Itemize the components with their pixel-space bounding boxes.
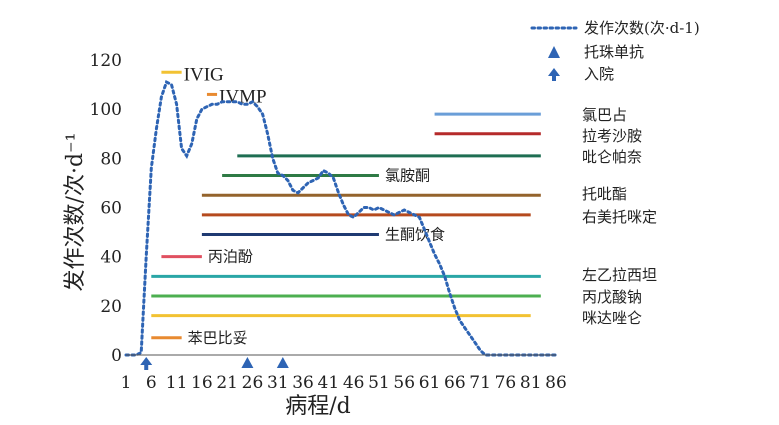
y-tick-label: 0 [111, 346, 122, 366]
tocilizumab-triangle-marker [276, 357, 289, 368]
x-tick-label: 16 [191, 373, 213, 393]
x-tick-label: 46 [343, 373, 365, 393]
drug-label: 氯巴占 [582, 106, 627, 124]
y-tick-label: 80 [100, 149, 122, 169]
series-layer [124, 79, 558, 357]
y-axis-label: 发作次数/次·d⁻¹ [63, 133, 88, 292]
x-tick-label: 76 [495, 373, 517, 393]
drug-label: 生酮饮食 [385, 226, 445, 244]
drug-label: 丙戊酸钠 [582, 288, 642, 306]
x-tick-label: 41 [318, 373, 340, 393]
x-tick-label: 26 [242, 373, 264, 393]
drug-label: 右美托咪定 [582, 208, 657, 226]
x-tick-label: 11 [166, 373, 188, 393]
axes-layer: 发作次数/次·d⁻¹ 病程/d [63, 133, 556, 419]
x-tick-label: 56 [393, 373, 415, 393]
x-tick-label: 31 [267, 373, 289, 393]
x-axis-label: 病程/d [285, 394, 351, 419]
x-tick-label: 81 [520, 373, 542, 393]
x-tick-label: 66 [444, 373, 466, 393]
x-tick-label: 21 [216, 373, 238, 393]
drug-label: 丙泊酚 [208, 248, 253, 266]
y-tick-label: 100 [90, 100, 122, 120]
legend-arrow-swatch [548, 68, 560, 81]
drug-label: 咪达唑仑 [582, 309, 642, 327]
legend-entry-label: 托珠单抗 [584, 43, 644, 61]
y-tick-label: 20 [100, 297, 122, 317]
drug-label: 拉考沙胺 [582, 127, 642, 145]
drug-label: 吡仑帕奈 [582, 148, 642, 166]
drug-label: 苯巴比妥 [188, 329, 248, 347]
drug-label: 左乙拉西坦 [582, 266, 657, 284]
y-tick-label: 120 [90, 51, 122, 71]
legend-entry-label: 发作次数(次·d-1) [584, 19, 700, 37]
seizure-frequency-line [124, 79, 558, 357]
drug-label: IVMP [219, 86, 267, 107]
x-tick-label: 86 [545, 373, 567, 393]
admission-arrow-marker [140, 357, 153, 370]
drug-label: IVIG [184, 64, 224, 85]
drug-label: 氯胺酮 [385, 167, 430, 185]
x-tick-label: 6 [146, 373, 157, 393]
legend-triangle-swatch [548, 46, 560, 58]
y-tick-label: 40 [100, 248, 122, 268]
tick-layer: 1 6 11 16 21 26 31 36 41 46 51 56 61 66 71 76 81 86020406… [90, 51, 567, 393]
x-tick-label: 1 [121, 373, 132, 393]
x-tick-label: 51 [368, 373, 390, 393]
x-tick-label: 71 [469, 373, 491, 393]
y-tick-label: 60 [100, 199, 122, 219]
x-tick-label: 36 [292, 373, 314, 393]
tocilizumab-triangle-marker [241, 357, 254, 368]
x-tick-label: 61 [419, 373, 441, 393]
drug-label: 托吡酯 [582, 185, 627, 203]
legend-entry-label: 入院 [584, 65, 614, 83]
marker-layer [140, 357, 289, 370]
